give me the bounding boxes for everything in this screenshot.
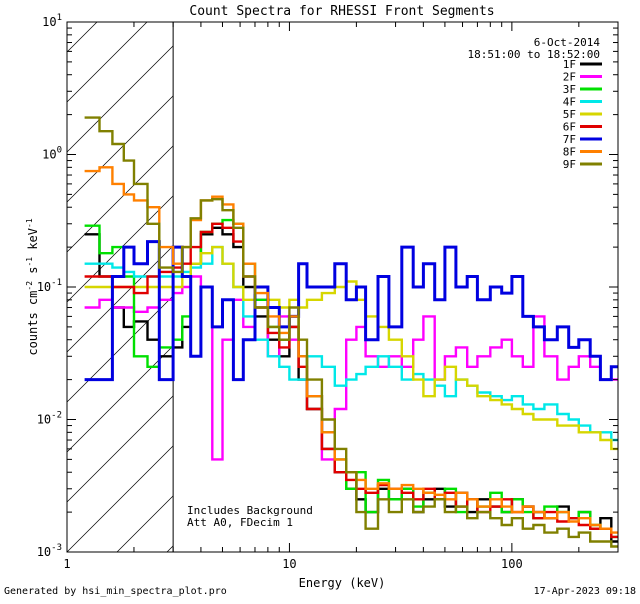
y-tick-label: 10-3: [37, 543, 62, 559]
legend-label-7f: 7F: [563, 133, 576, 146]
y-tick-label: 101: [42, 13, 62, 29]
y-axis-label: counts cm-2 s-1 keV-1: [25, 218, 40, 355]
x-tick-label: 1: [63, 557, 70, 571]
background-annotation: Includes Background: [187, 504, 313, 517]
date-label: 6-Oct-2014: [534, 36, 601, 49]
footer-timestamp: 17-Apr-2023 09:18: [534, 586, 636, 597]
hatch-line: [67, 22, 148, 103]
legend-label-5f: 5F: [563, 108, 576, 121]
chart-title: Count Spectra for RHESSI Front Segments: [189, 4, 494, 19]
legend-label-1f: 1F: [563, 58, 576, 71]
series-line-9f: [84, 116, 618, 548]
series-line-7f: [84, 240, 618, 382]
hatch-line: [67, 195, 174, 303]
series-layer: [84, 22, 618, 552]
time-range-label: 18:51:00 to 18:52:00: [468, 48, 600, 61]
y-tick-label: 10-2: [37, 411, 62, 427]
x-tick-label: 10: [282, 557, 296, 571]
attenuator-annotation: Att A0, FDecim 1: [187, 516, 293, 529]
background-hatch-region: [67, 0, 640, 552]
x-axis-label: Energy (keV): [299, 576, 386, 590]
legend-label-6f: 6F: [563, 121, 576, 134]
y-tick-label: 10-1: [37, 278, 62, 294]
series-line-2f: [84, 275, 618, 461]
hatch-line: [67, 45, 174, 153]
x-tick-label: 100: [501, 557, 523, 571]
legend-label-8f: 8F: [563, 146, 576, 159]
series-line-1f: [84, 226, 618, 543]
hatch-line: [67, 395, 174, 503]
legend-label-4f: 4F: [563, 96, 576, 109]
hatch-line: [67, 445, 174, 552]
legend-label-2f: 2F: [563, 71, 576, 84]
legend-label-9f: 9F: [563, 158, 576, 171]
legend-label-3f: 3F: [563, 83, 576, 96]
hatch-line: [67, 245, 174, 353]
series-line-4f: [84, 245, 618, 442]
hatch-line: [67, 295, 174, 403]
series-line-8f: [84, 166, 618, 534]
axis-ticks: 1 10 100 10-3 10-2 10-1 100 101: [37, 13, 619, 571]
y-tick-label: 100: [42, 146, 62, 162]
footer-generated-by: Generated by hsi_min_spectra_plot.pro: [4, 586, 227, 597]
hatch-line: [217, 0, 640, 552]
